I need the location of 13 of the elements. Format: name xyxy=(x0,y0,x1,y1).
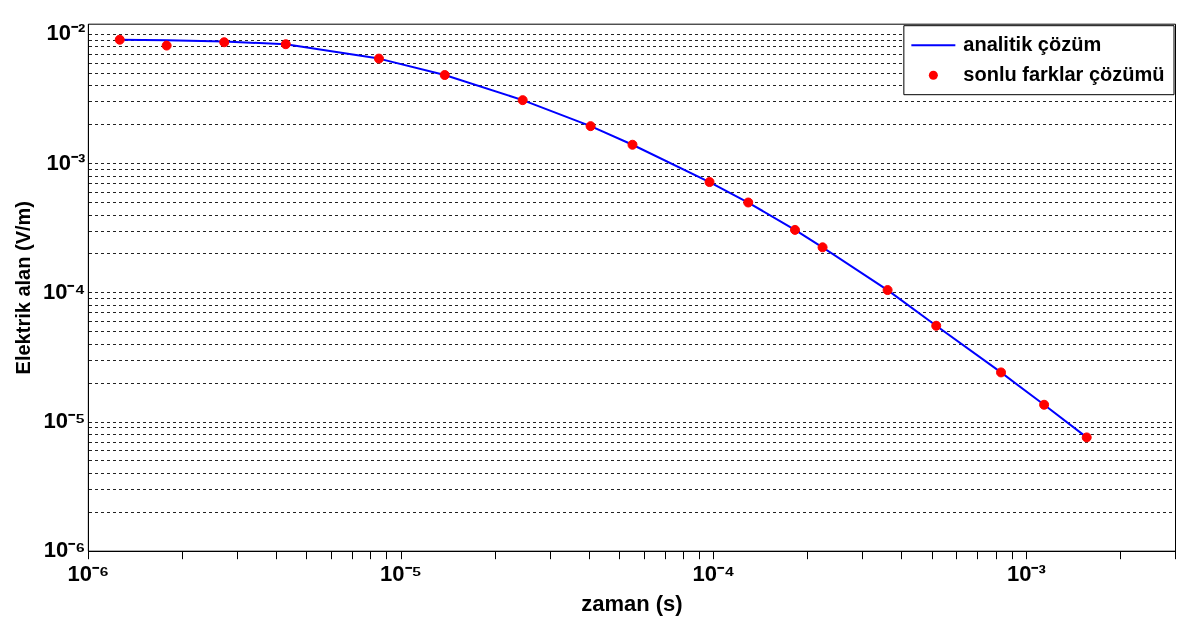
y-tick-label: 10⁻³ xyxy=(46,149,86,175)
legend-label: analitik çözüm xyxy=(963,32,1102,55)
y-tick-label: 10⁻⁴ xyxy=(42,278,86,304)
x-tick-label: 10⁻⁴ xyxy=(692,561,735,587)
legend-label: sonlu farklar çözümü xyxy=(963,62,1165,85)
x-tick-label: 10⁻³ xyxy=(1006,561,1046,587)
x-tick-label: 10⁻⁵ xyxy=(380,561,422,587)
x-axis-title: zaman (s) xyxy=(581,590,683,616)
y-axis-title: Elektrik alan (V/m) xyxy=(11,201,34,375)
x-tick-label: 10⁻⁶ xyxy=(67,561,110,587)
y-tick-label: 10⁻⁵ xyxy=(43,408,86,434)
y-tick-label: 10⁻² xyxy=(46,20,86,46)
y-tick-label: 10⁻⁶ xyxy=(43,537,86,563)
